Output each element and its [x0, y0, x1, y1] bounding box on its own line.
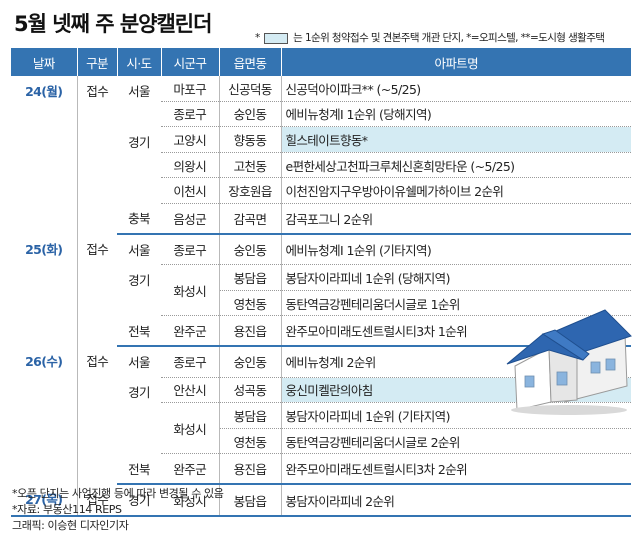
apartment-cell: 완주모아미래도센트럴시티3차 2순위: [280, 453, 631, 486]
table-row: 이천시 장호원읍 이천진암지구우방아이유쉘메가하이브 2순위: [11, 177, 631, 204]
table-row: 24(월) 접수 서울 마포구 신공덕동 신공덕아이파크** (~5/25): [11, 76, 631, 235]
apartment-cell: 에비뉴청계Ⅰ 1순위 (기타지역): [280, 234, 631, 266]
province-cell: 경기: [128, 134, 150, 150]
town-cell: 고천동: [218, 152, 281, 179]
apartment-cell: 봉담자이라피네 1순위 (기타지역): [280, 402, 631, 429]
province-cell: 충북: [117, 203, 161, 236]
header-district: 시군구: [160, 48, 219, 76]
province-cell: 서울: [128, 355, 150, 371]
apartment-cell: 감곡포그니 2순위: [280, 203, 631, 236]
district-cell: 안산시: [161, 377, 219, 404]
type-cell: 접수: [86, 242, 109, 258]
page-title: 5월 넷째 주 분양캘린더: [14, 12, 212, 36]
district-cell: 종로구: [161, 234, 219, 266]
apartment-cell: 신공덕아이파크** (~5/25): [280, 76, 631, 102]
table-body: 24(월) 접수 서울 마포구 신공덕동 신공덕아이파크** (~5/25) 종로구 숭인동 에…: [11, 76, 631, 517]
province-cell: 경기: [128, 385, 150, 401]
district-cell: 화성시: [161, 484, 219, 517]
apartment-cell: 동탄역금강펜테리움더시글로 2순위: [280, 428, 631, 455]
district-cell: 마포구: [161, 76, 219, 102]
apartment-cell: e편한세상고천파크루체신혼희망타운 (~5/25): [280, 152, 631, 179]
town-cell: 영천동: [218, 290, 281, 317]
apartment-cell: 봉담자이라피네 2순위: [280, 484, 631, 517]
town-cell: 용진읍: [218, 453, 281, 486]
table-row: 충북 음성군 감곡면 감곡포그니 2순위: [11, 203, 631, 236]
town-cell: 숭인동: [218, 101, 281, 128]
type-cell: 접수: [77, 484, 117, 517]
table-row: 27(목) 접수 경기 화성시 봉담읍 봉담자이라피네 2순위: [11, 484, 631, 517]
header-type: 구분: [76, 48, 117, 76]
date-cell: 25(화): [11, 234, 78, 347]
town-cell: 감곡면: [218, 203, 281, 236]
town-cell: 장호원읍: [218, 177, 281, 204]
town-cell: 영천동: [218, 428, 281, 455]
town-cell: 봉담읍: [218, 402, 281, 429]
province-cell: 서울: [128, 243, 150, 259]
town-cell: 숭인동: [218, 234, 281, 266]
province-cell: 전북: [117, 315, 161, 348]
legend-prefix: *: [255, 32, 260, 44]
type-cell: 접수: [86, 84, 109, 99]
legend: * 는 1순위 청약접수 및 견본주택 개관 단지, *=오피스텔, **=도시…: [255, 30, 605, 45]
table-row: 경기 고양시 향동동 힐스테이트향동*: [11, 126, 631, 153]
apartment-cell: 동탄역금강펜테리움더시글로 1순위: [280, 290, 631, 317]
town-cell: 봉담읍: [218, 264, 281, 291]
table-row: 경기 화성시 봉담읍 봉담자이라피네 1순위 (당해지역): [11, 264, 631, 317]
district-cell: 이천시: [161, 177, 219, 204]
date-cell: 26(수): [11, 346, 78, 485]
table-row: 전북 완주군 용진읍 완주모아미래도센트럴시티3차 2순위: [11, 453, 631, 486]
district-cell: 종로구: [161, 346, 219, 378]
town-cell: 성곡동: [218, 377, 281, 404]
table-row: 의왕시 고천동 e편한세상고천파크루체신혼희망타운 (~5/25): [11, 152, 631, 179]
header-town: 읍면동: [218, 48, 281, 76]
district-cell: 화성시: [161, 402, 219, 455]
table-row: 영천동 동탄역금강펜테리움더시글로 1순위: [11, 290, 631, 317]
footnote-change: *오픈 단지는 사업진행 등에 따라 변경될 수 있음: [12, 487, 224, 500]
schedule-table: 날짜 구분 시·도 시군구 읍면동 아파트명 24(월) 접수 서울 마포구 신공덕동 신…: [11, 48, 631, 517]
district-cell: 의왕시: [161, 152, 219, 179]
date-cell: 27(목): [11, 484, 78, 517]
apartment-cell: 봉담자이라피네 1순위 (당해지역): [280, 264, 631, 291]
table-row: 화성시 봉담읍 봉담자이라피네 1순위 (기타지역): [11, 402, 631, 455]
apartment-cell: 힐스테이트향동*: [280, 126, 631, 153]
header-province: 시·도: [116, 48, 161, 76]
town-cell: 신공덕동: [218, 76, 281, 102]
header-date: 날짜: [11, 48, 77, 76]
footnotes: *오픈 단지는 사업진행 등에 따라 변경될 수 있음 *자료: 부동산114 …: [12, 486, 224, 534]
table-header-row: 날짜 구분 시·도 시군구 읍면동 아파트명: [11, 48, 631, 76]
footnote-credit: 그래픽: 이승현 디자인기자: [12, 519, 129, 532]
district-cell: 완주군: [161, 453, 219, 486]
town-cell: 봉담읍: [218, 484, 281, 517]
apartment-cell: 이천진암지구우방아이유쉘메가하이브 2순위: [280, 177, 631, 204]
province-cell: 서울: [128, 84, 150, 99]
district-cell: 음성군: [161, 203, 219, 236]
town-cell: 용진읍: [218, 315, 281, 348]
province-cell: 경기: [117, 484, 161, 517]
district-cell: 완주군: [161, 315, 219, 348]
province-cell: 경기: [128, 272, 150, 288]
header-apartment: 아파트명: [280, 48, 631, 76]
footnote-source: *자료: 부동산114 REPS: [12, 503, 122, 516]
table-row: 25(화) 접수 서울 종로구 숭인동 에비뉴청계Ⅰ 1순위 (기타지역): [11, 234, 631, 347]
town-cell: 숭인동: [218, 346, 281, 378]
district-cell: 고양시: [161, 126, 219, 153]
town-cell: 향동동: [218, 126, 281, 153]
table-row: 종로구 숭인동 에비뉴청계Ⅰ 1순위 (당해지역): [11, 101, 631, 128]
house-icon: [506, 309, 632, 415]
table-row: 영천동 동탄역금강펜테리움더시글로 2순위: [11, 428, 631, 455]
legend-highlight-swatch: [264, 32, 289, 44]
type-cell: 접수: [86, 354, 109, 370]
apartment-cell: 에비뉴청계Ⅰ 1순위 (당해지역): [280, 101, 631, 128]
district-cell: 종로구: [161, 101, 219, 128]
legend-text: 는 1순위 청약접수 및 견본주택 개관 단지, *=오피스텔, **=도시형 …: [293, 32, 605, 44]
district-cell: 화성시: [161, 264, 219, 317]
date-cell: 24(월): [11, 76, 78, 235]
province-cell: 전북: [117, 453, 161, 486]
